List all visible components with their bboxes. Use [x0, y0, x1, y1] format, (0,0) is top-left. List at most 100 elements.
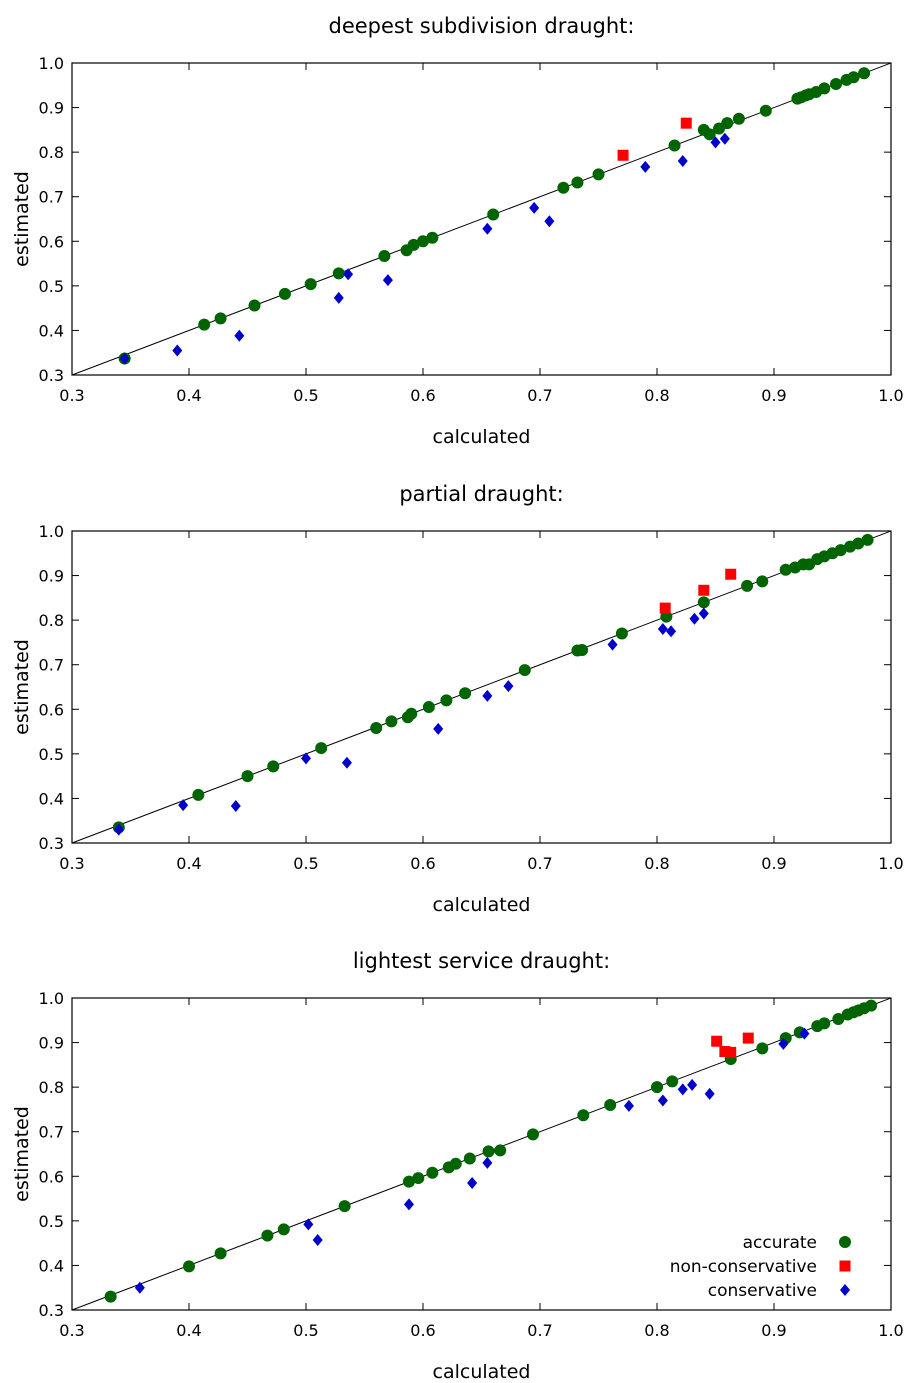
point-accurate: [338, 1200, 351, 1213]
point-accurate: [830, 77, 843, 90]
y-tick-label: 0.6: [39, 700, 64, 719]
legend: accurate non-conservative conservative: [670, 1233, 851, 1301]
point-accurate: [192, 788, 205, 801]
legend-marker-non-conservative: [839, 1260, 851, 1272]
point-accurate: [592, 168, 605, 181]
point-accurate: [463, 1152, 476, 1165]
point-conservative: [230, 800, 241, 813]
point-accurate: [104, 1290, 117, 1303]
point-accurate: [852, 537, 865, 550]
point-accurate: [577, 1109, 590, 1122]
point-conservative: [119, 352, 130, 365]
point-accurate: [651, 1081, 663, 1094]
point-accurate: [615, 627, 628, 640]
plot-frame: [71, 530, 892, 844]
point-conservative: [312, 1234, 323, 1247]
y-tick-label: 0.8: [39, 143, 64, 162]
chart-title: deepest subdivision draught:: [329, 14, 635, 38]
point-conservative: [433, 722, 444, 735]
x-tick-label: 0.6: [410, 854, 435, 873]
chart-panel-1: deepest subdivision draught: 0.3 0.4 0.5 0.6…: [11, 14, 904, 448]
x-tick-label: 0.7: [527, 386, 552, 405]
reference-line: [71, 530, 892, 844]
point-conservative: [687, 1078, 698, 1091]
legend-label-accurate: accurate: [743, 1233, 817, 1253]
x-tick-label: 0.7: [527, 1321, 552, 1340]
point-conservative: [529, 201, 540, 214]
point-conservative: [677, 155, 688, 168]
series-conservative: [134, 1027, 810, 1294]
y-tick-label: 0.4: [39, 1256, 64, 1275]
legend-marker-conservative: [840, 1284, 850, 1296]
point-accurate: [518, 664, 531, 677]
y-tick-label: 0.3: [39, 834, 64, 853]
y-tick-label: 0.5: [39, 1212, 64, 1231]
point-conservative: [482, 689, 493, 702]
y-tick-label: 1.0: [39, 54, 64, 73]
y-tick-label: 0.9: [39, 567, 64, 586]
point-non-conservative: [719, 1045, 731, 1057]
point-non-conservative: [725, 1046, 737, 1058]
y-tick-label: 1.0: [39, 989, 64, 1008]
reference-line: [71, 997, 892, 1311]
y-tick-label: 0.6: [39, 232, 64, 251]
point-conservative: [382, 274, 393, 287]
point-accurate: [756, 575, 769, 588]
point-accurate: [487, 208, 500, 221]
point-accurate: [832, 1012, 845, 1025]
x-axis-label: calculated: [433, 894, 531, 916]
point-accurate: [267, 760, 280, 773]
x-tick-label: 1.0: [878, 854, 903, 873]
x-tick-label: 0.3: [59, 386, 84, 405]
point-conservative: [301, 752, 311, 765]
y-tick-label: 0.4: [39, 789, 64, 808]
y-axis-label: estimated: [11, 171, 33, 267]
point-conservative: [234, 329, 245, 342]
point-conservative: [778, 1037, 789, 1050]
y-tick-label: 0.9: [39, 1034, 64, 1053]
x-axis-label: calculated: [433, 1361, 531, 1383]
point-accurate: [198, 318, 211, 331]
point-conservative: [607, 638, 618, 651]
point-conservative: [503, 680, 514, 693]
x-tick-label: 0.6: [410, 386, 435, 405]
point-accurate: [332, 267, 345, 280]
point-conservative: [303, 1218, 314, 1231]
point-accurate: [214, 1247, 227, 1260]
x-tick-label: 0.7: [527, 854, 552, 873]
series-non-conservative: [659, 568, 737, 614]
chart-panel-2: partial draught: 0.3 0.4 0.5 0.6 0.7 0.8 0.9 1.0…: [11, 482, 904, 916]
point-accurate: [756, 1042, 769, 1055]
y-tick-label: 0.5: [39, 277, 64, 296]
point-accurate: [861, 533, 874, 546]
plot-frame: [71, 62, 892, 376]
x-tick-label: 0.4: [176, 1321, 201, 1340]
point-accurate: [741, 579, 754, 592]
point-conservative: [172, 344, 183, 357]
y-tick-label: 0.3: [39, 366, 64, 385]
x-axis-label: calculated: [433, 426, 531, 448]
point-accurate: [407, 238, 420, 251]
point-non-conservative: [698, 584, 710, 596]
x-tick-label: 0.5: [293, 1321, 318, 1340]
x-tick-label: 0.5: [293, 386, 318, 405]
point-conservative: [719, 132, 730, 145]
point-accurate: [422, 701, 435, 714]
point-accurate: [385, 715, 398, 728]
point-accurate: [426, 231, 439, 244]
series-accurate: [118, 67, 871, 365]
x-tick-label: 0.8: [644, 386, 669, 405]
point-accurate: [759, 104, 772, 117]
point-conservative: [403, 1198, 414, 1211]
point-accurate: [779, 563, 792, 576]
point-accurate: [865, 999, 878, 1012]
point-conservative: [178, 799, 189, 812]
x-tick-label: 0.9: [761, 386, 786, 405]
point-conservative: [134, 1281, 145, 1294]
point-conservative: [544, 215, 555, 228]
point-conservative: [333, 291, 344, 304]
point-accurate: [412, 1172, 425, 1185]
point-conservative: [482, 222, 493, 235]
point-conservative: [623, 1099, 634, 1112]
